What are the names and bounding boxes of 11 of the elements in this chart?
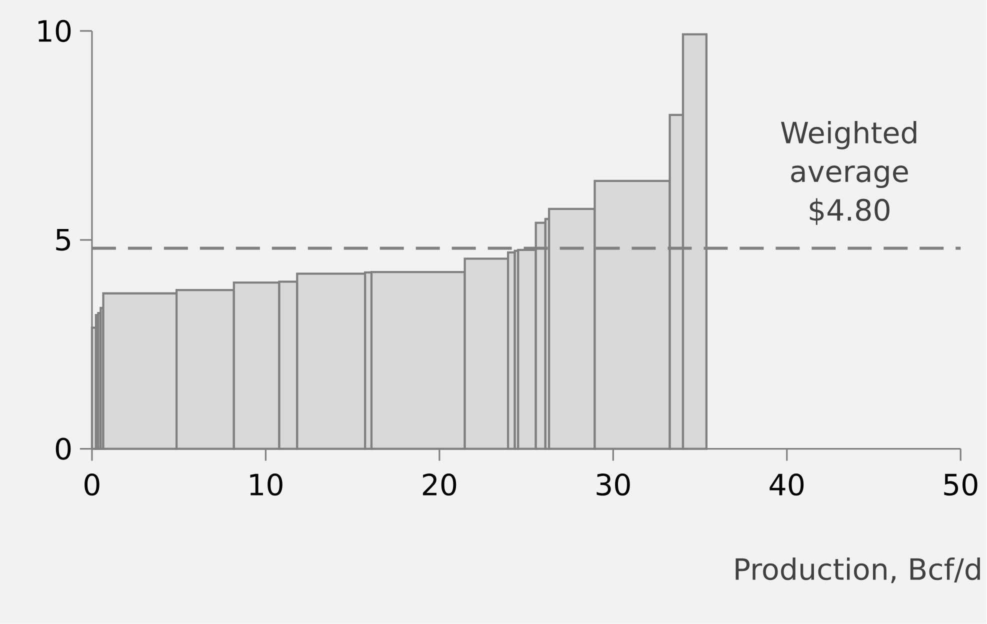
ref-line-label: Weighted average $4.80	[781, 121, 916, 225]
x-tick-label: 30	[596, 474, 630, 496]
x-tick-label: 0	[84, 474, 100, 496]
y-tick-label: 0	[56, 438, 71, 460]
y-tick-label: 10	[38, 20, 71, 42]
x-tick-label: 10	[250, 474, 282, 496]
x-tick-label: 40	[770, 474, 804, 496]
x-tick-label: 50	[944, 474, 978, 496]
x-axis-title: Production, Bcf/d	[736, 558, 980, 584]
y-tick-label: 5	[56, 229, 70, 251]
x-tick-label: 20	[422, 474, 456, 496]
